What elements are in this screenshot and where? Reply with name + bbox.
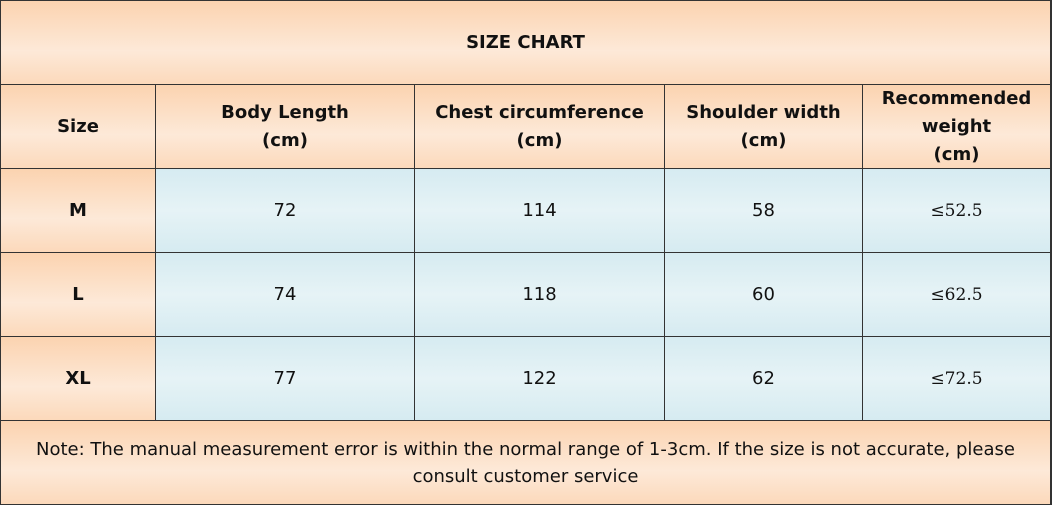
value: 74 (273, 284, 297, 305)
header-text: Size (57, 115, 99, 137)
header-text: weight (921, 115, 992, 137)
value: 72 (273, 200, 297, 221)
note-cell: Note: The manual measurement error is wi… (1, 421, 1051, 504)
size-cell: M (1, 169, 156, 253)
value-cell: 114 (415, 169, 665, 253)
value: 60 (752, 284, 775, 305)
header-cell: Size (1, 85, 156, 169)
value-cell: 60 (665, 253, 863, 337)
size-cell: L (1, 253, 156, 337)
note-text: Note: The manual measurement error is wi… (36, 438, 1015, 487)
header-cell: Body Length (cm) (156, 85, 415, 169)
value: 118 (522, 284, 557, 305)
value-cell: 122 (415, 337, 665, 421)
header-cell: Shoulder width (cm) (665, 85, 863, 169)
value-cell: 58 (665, 169, 863, 253)
value-cell: 72 (156, 169, 415, 253)
value-cell: ≤52.5 (863, 169, 1051, 253)
value: 58 (752, 200, 775, 221)
value-cell: 74 (156, 253, 415, 337)
size-label: XL (65, 367, 91, 389)
header-text: (cm) (933, 143, 980, 165)
title: SIZE CHART (466, 31, 585, 53)
header-text: Chest circumference (435, 101, 644, 123)
value: 114 (522, 200, 557, 221)
value-cell: ≤62.5 (863, 253, 1051, 337)
header-text: Shoulder width (686, 101, 841, 123)
size-cell: XL (1, 337, 156, 421)
value-cell: 77 (156, 337, 415, 421)
value: ≤52.5 (930, 200, 983, 221)
header-text: Recommended (881, 87, 1032, 109)
title-cell: SIZE CHART (1, 1, 1051, 85)
header-text: (cm) (740, 129, 787, 151)
value-cell: 62 (665, 337, 863, 421)
header-text: Body Length (221, 101, 349, 123)
value-cell: ≤72.5 (863, 337, 1051, 421)
size-label: M (69, 199, 87, 221)
value: ≤72.5 (930, 368, 983, 389)
header-text: (cm) (262, 129, 308, 151)
value: 62 (752, 368, 775, 389)
header-text: (cm) (516, 129, 563, 151)
header-cell: Chest circumference (cm) (415, 85, 665, 169)
value-cell: 118 (415, 253, 665, 337)
value: 122 (522, 368, 557, 389)
value: 77 (273, 368, 297, 389)
size-label: L (72, 283, 84, 305)
header-cell: Recommended weight (cm) (863, 85, 1051, 169)
value: ≤62.5 (930, 284, 983, 305)
